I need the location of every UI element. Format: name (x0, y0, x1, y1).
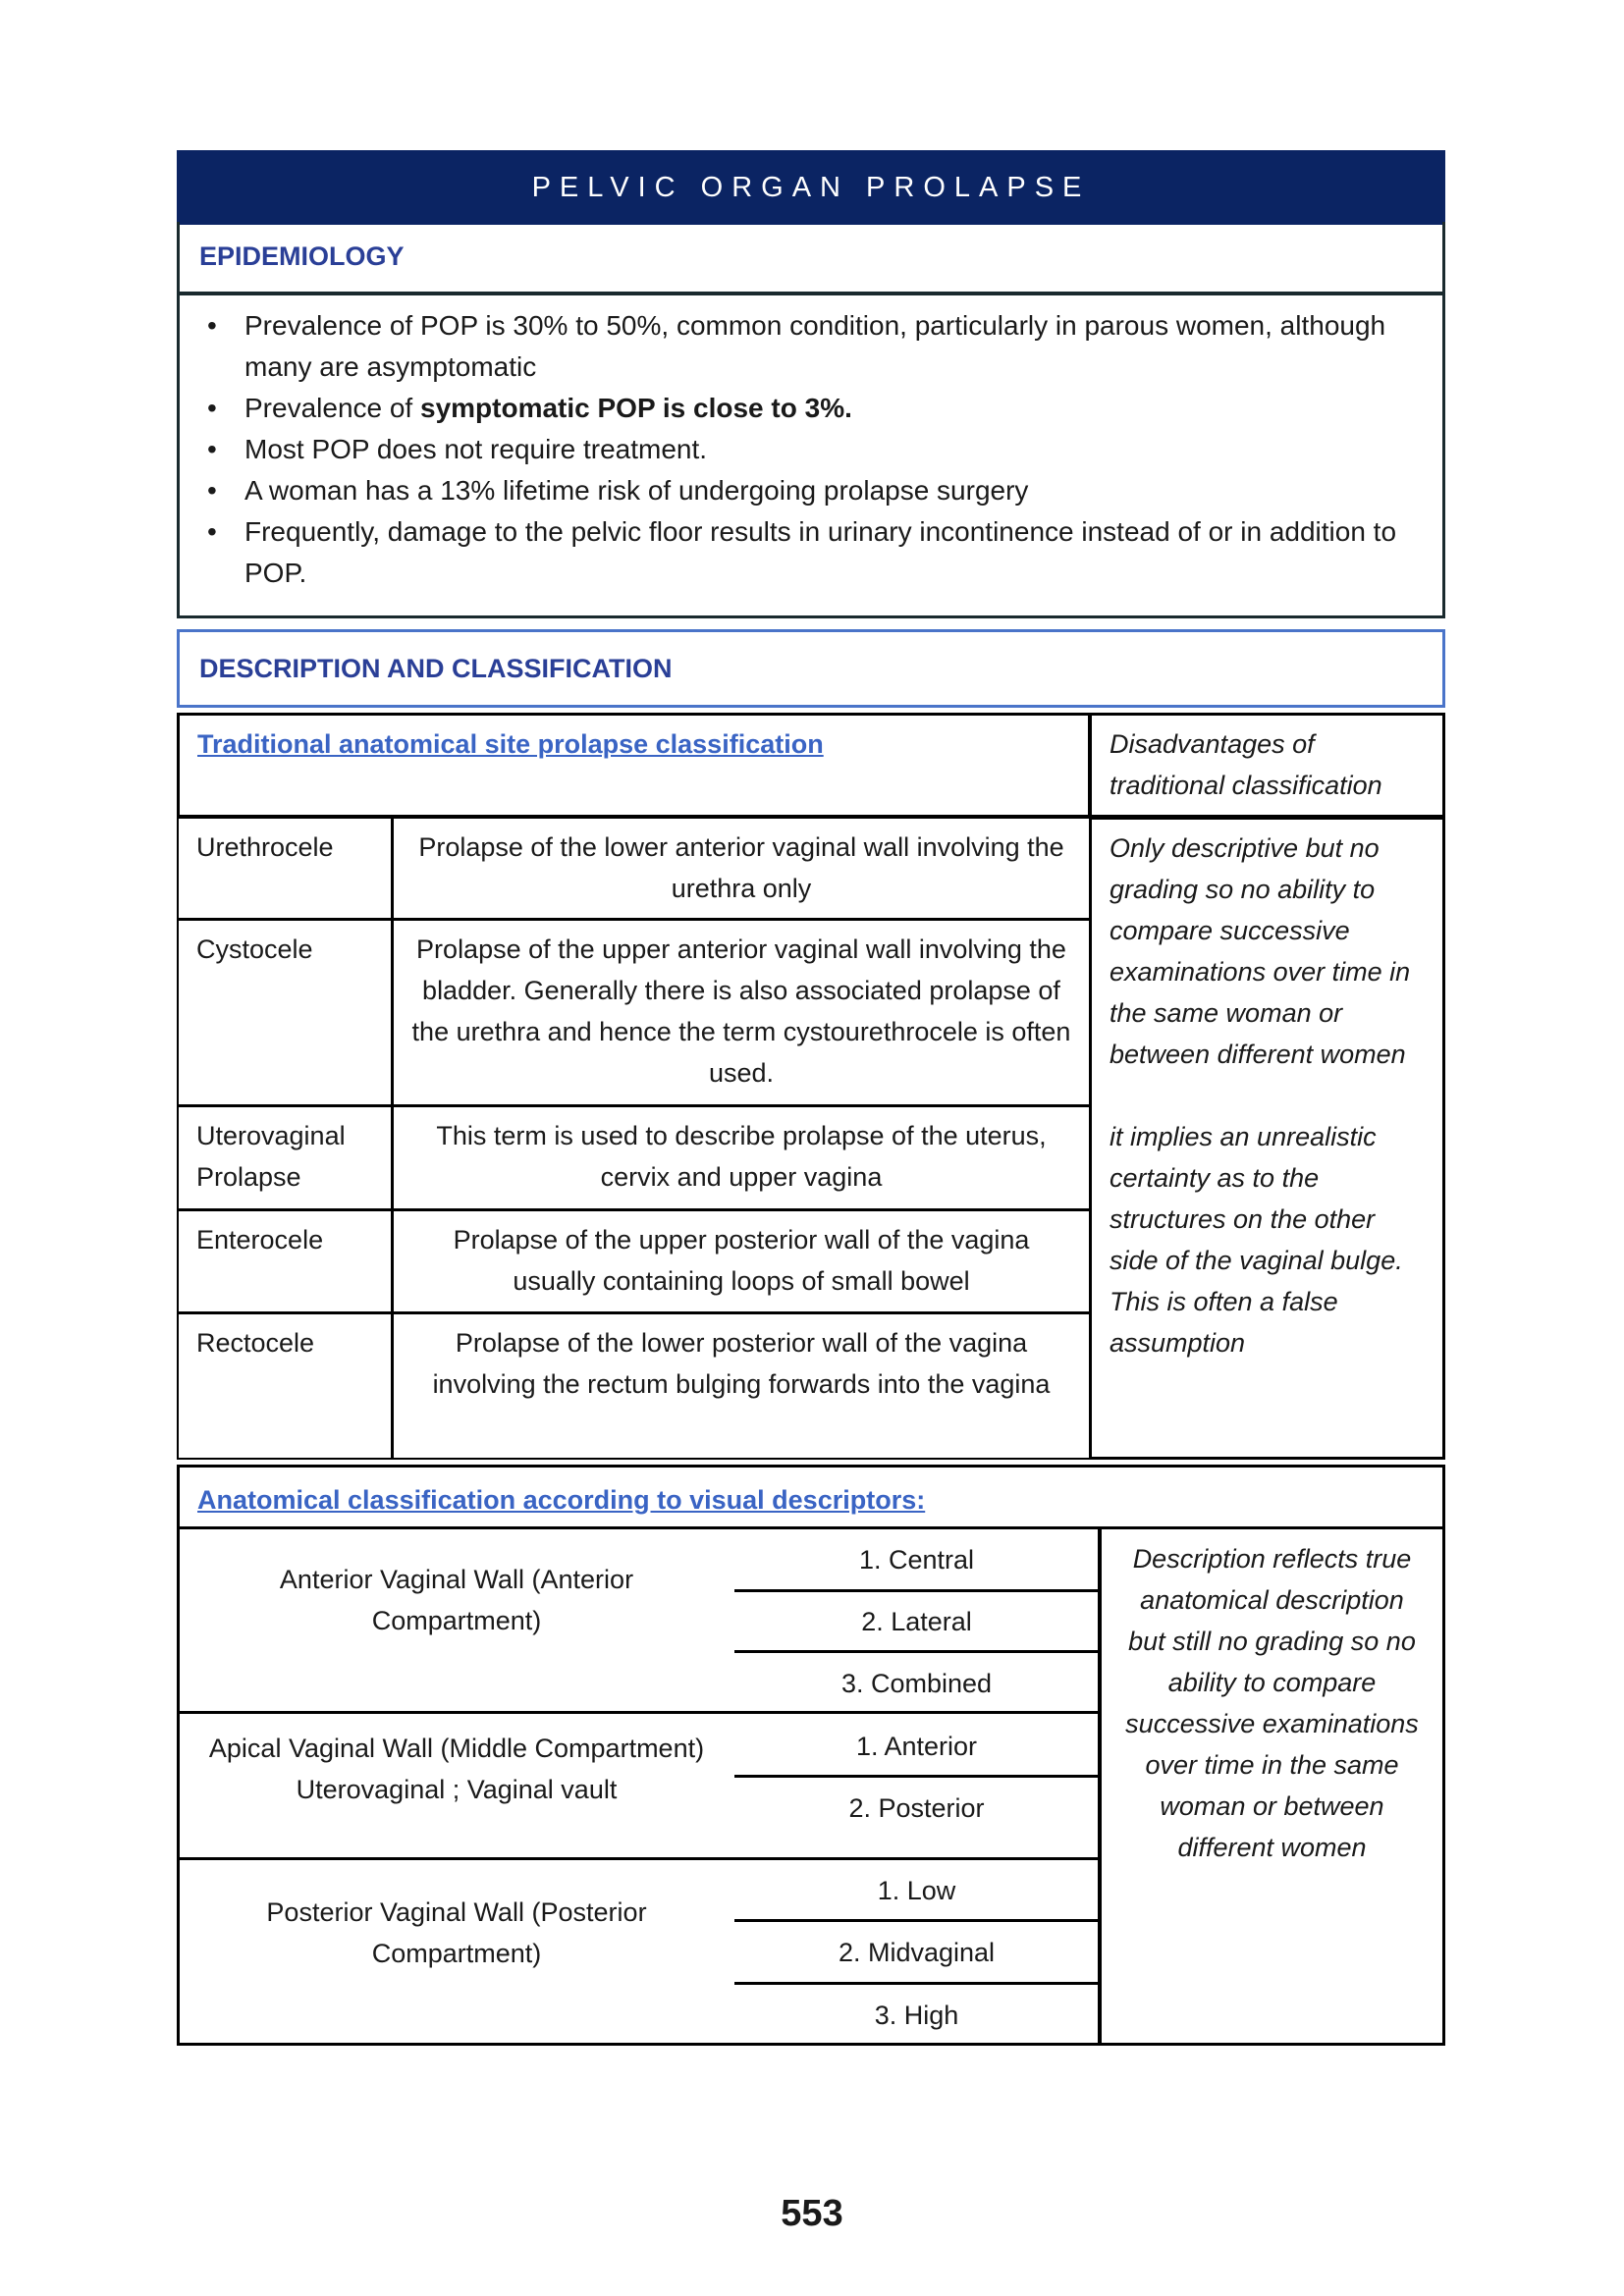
page-number: 553 (781, 2193, 843, 2234)
group-name: Apical Vaginal Wall (Middle Compartment)… (196, 1728, 717, 1810)
term-cell: Enterocele (177, 1209, 393, 1313)
descriptor: 2. Lateral (861, 1607, 972, 1636)
descriptor: 1. Anterior (855, 1732, 978, 1761)
group-name-text: Apical Vaginal Wall (Middle Compartment) (208, 1734, 705, 1763)
descriptor: 3. High (874, 2001, 959, 2030)
term-cell: Rectocele (177, 1312, 393, 1460)
disadvantage-1: Only descriptive but no grading so no ab… (1110, 833, 1411, 1069)
descriptor: 1. Low (877, 1876, 956, 1905)
desc-cell: Prolapse of the upper posterior wall of … (392, 1209, 1091, 1313)
desc-cell: This term is used to describe prolapse o… (392, 1105, 1091, 1210)
term-cell: Urethrocele (177, 817, 393, 920)
disadvantages-cell: Only descriptive but no grading so no ab… (1089, 817, 1445, 1460)
group-name: Posterior Vaginal Wall (Posterior Compar… (266, 1897, 647, 1968)
term-cell: Cystocele (177, 919, 393, 1106)
bullet: Most POP does not require treatment. (189, 429, 1423, 470)
descriptor: 1. Central (858, 1545, 975, 1575)
visual-note: Description reflects true anatomical des… (1099, 1526, 1445, 2046)
description-heading: DESCRIPTION AND CLASSIFICATION (177, 629, 1445, 708)
bullet: A woman has a 13% lifetime risk of under… (189, 470, 1423, 511)
disadvantage-2: it implies an unrealistic certainty as t… (1110, 1122, 1403, 1358)
desc-cell: Prolapse of the lower anterior vaginal w… (392, 817, 1091, 920)
epidemiology-heading: EPIDEMIOLOGY (177, 222, 1445, 294)
bullet: Prevalence of POP is 30% to 50%, common … (189, 305, 1423, 388)
bullet: Frequently, damage to the pelvic floor r… (189, 511, 1423, 594)
term-cell: Uterovaginal Prolapse (177, 1105, 393, 1210)
group-name: Anterior Vaginal Wall (Anterior Compartm… (279, 1565, 634, 1635)
disadvantages-heading: Disadvantages of traditional classificat… (1089, 713, 1445, 818)
desc-cell: Prolapse of the lower posterior wall of … (392, 1312, 1091, 1460)
page-title: PELVIC ORGAN PROLAPSE (177, 150, 1445, 225)
epidemiology-list: Prevalence of POP is 30% to 50%, common … (177, 293, 1445, 618)
group-subname: Uterovaginal ; Vaginal vault (296, 1775, 618, 1804)
bullet-text: Prevalence of (244, 393, 420, 423)
descriptor: 3. Combined (840, 1669, 993, 1698)
descriptor: 2. Posterior (848, 1793, 985, 1823)
traditional-heading-link[interactable]: Traditional anatomical site prolapse cla… (197, 729, 824, 759)
bullet-bold: symptomatic POP is close to 3%. (420, 393, 852, 423)
visual-heading-link[interactable]: Anatomical classification according to v… (197, 1485, 926, 1515)
descriptor: 2. Midvaginal (838, 1938, 996, 1967)
desc-cell: Prolapse of the upper anterior vaginal w… (392, 919, 1091, 1106)
bullet: Prevalence of symptomatic POP is close t… (189, 388, 1423, 429)
